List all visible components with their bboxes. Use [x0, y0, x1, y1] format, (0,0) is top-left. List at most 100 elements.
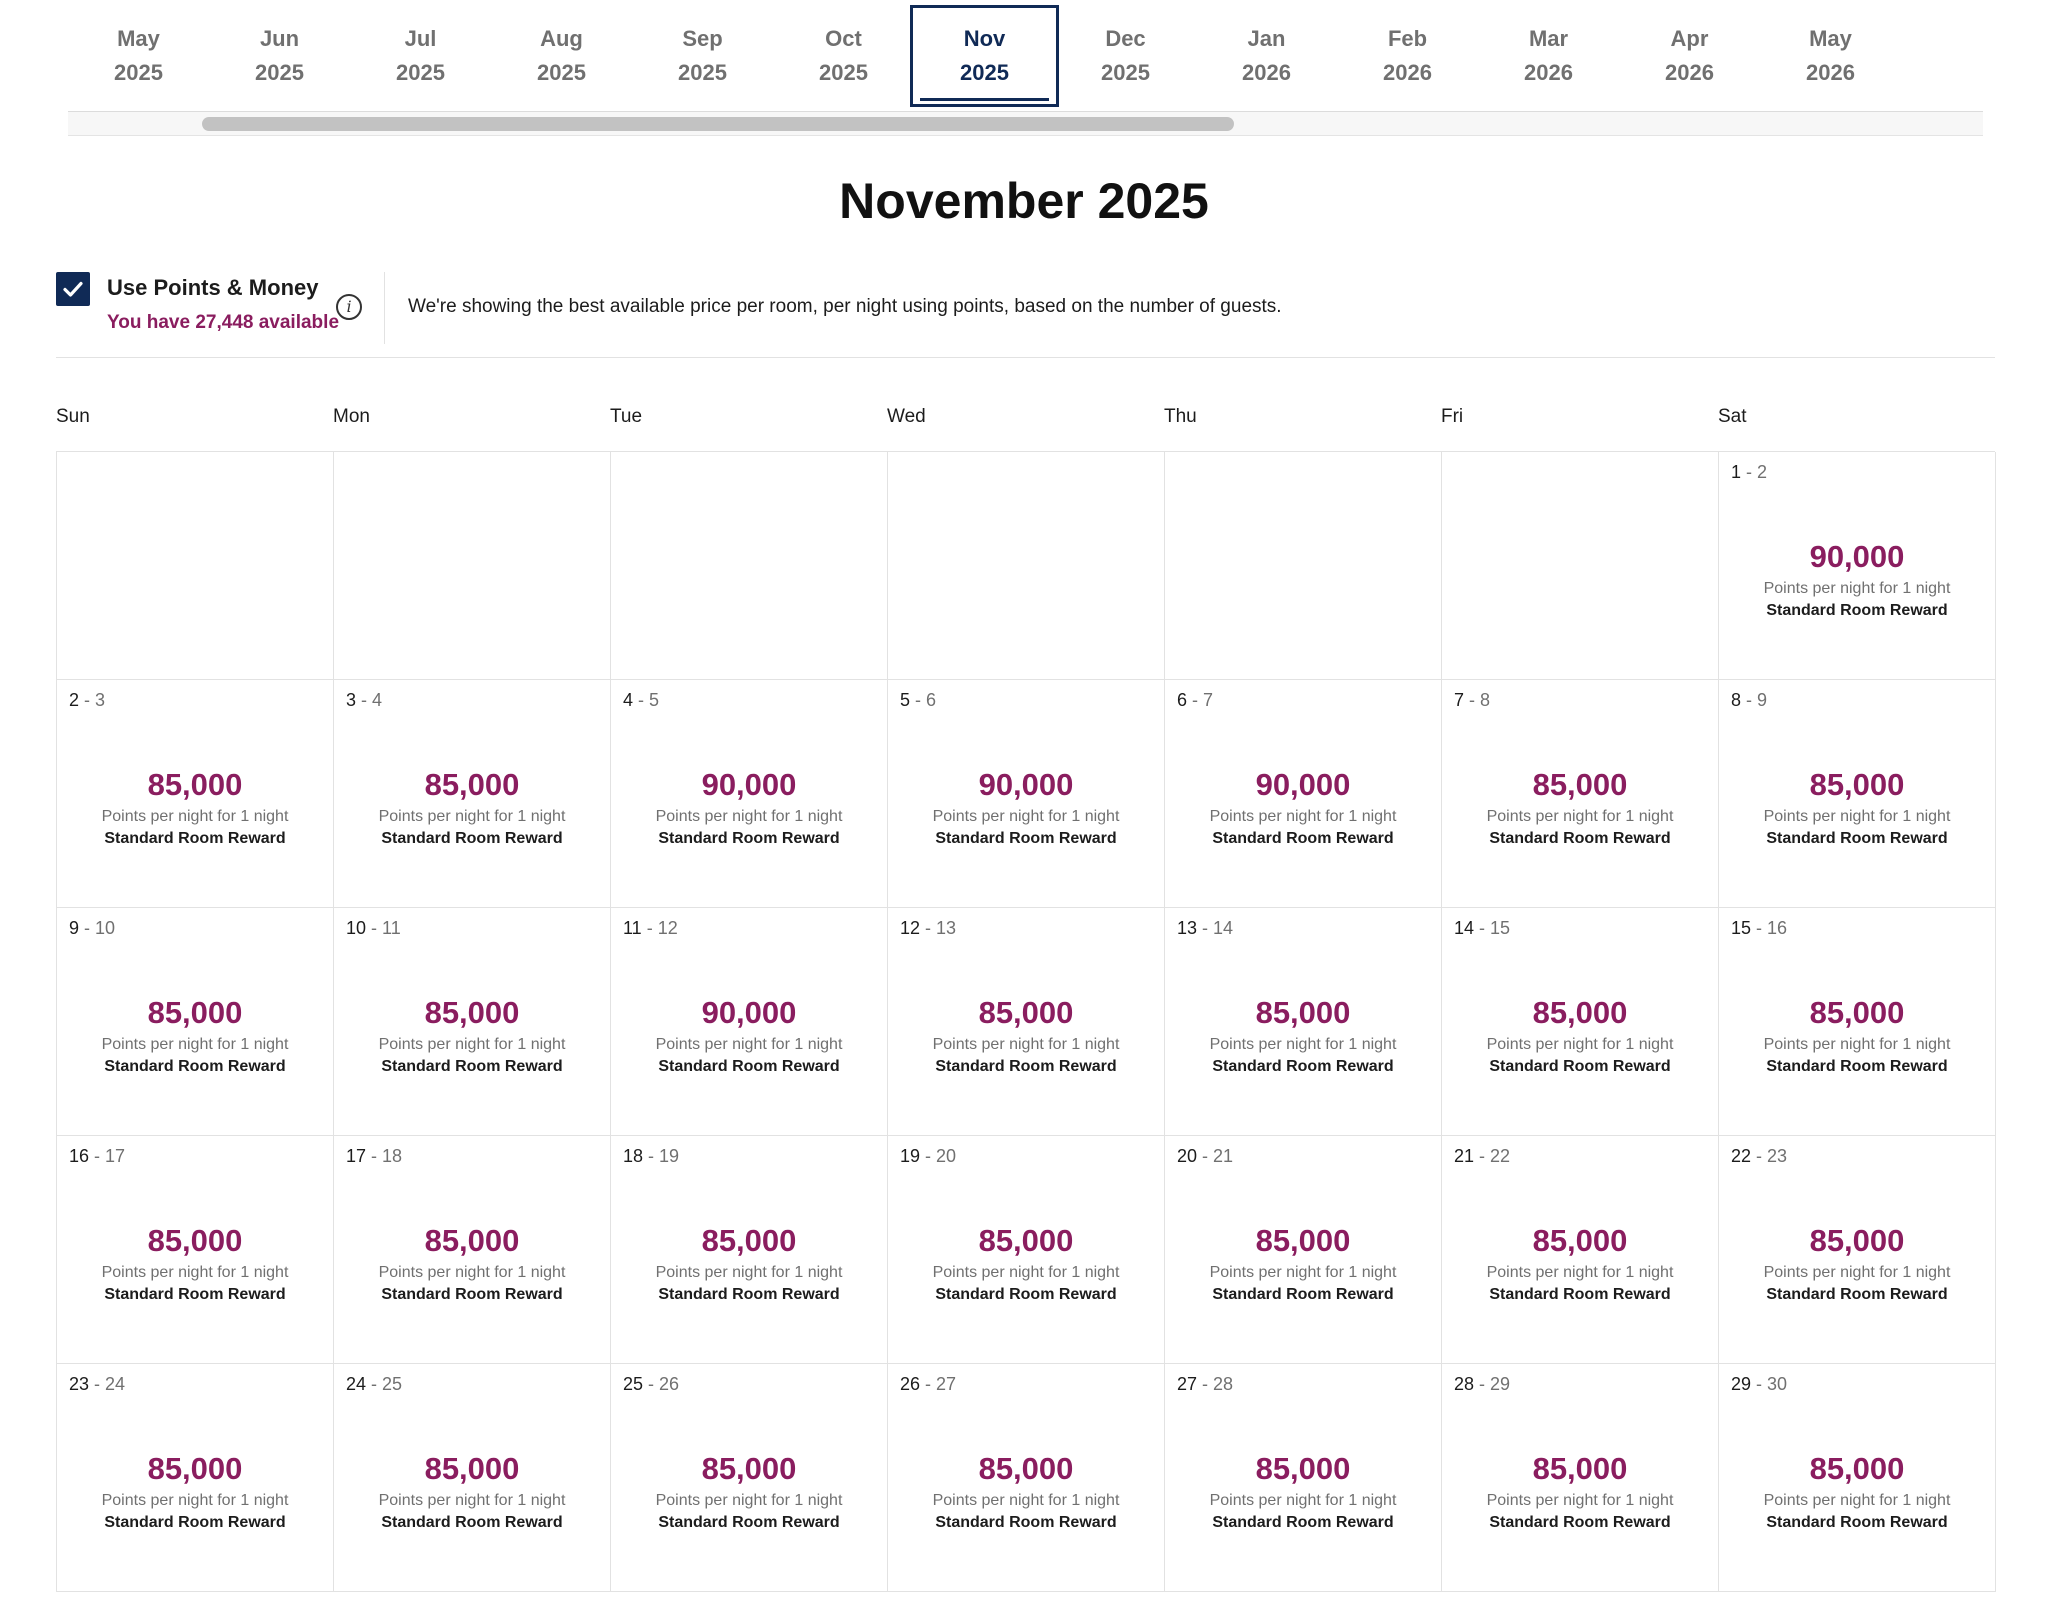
- points-per-night-label: Points per night for 1 night: [101, 808, 289, 825]
- month-tab-dec-2025[interactable]: Dec 2025: [1055, 0, 1196, 112]
- points-price: 85,000: [1255, 1451, 1351, 1486]
- date-separator: -: [89, 1374, 106, 1394]
- month-tab-apr-2026[interactable]: Apr 2026: [1619, 0, 1760, 112]
- day-cell-1-2[interactable]: 1 - 2 90,000 Points per night for 1 night S…: [1719, 452, 1996, 680]
- month-scrollbar-thumb[interactable]: [202, 117, 1234, 131]
- points-price: 85,000: [1255, 995, 1351, 1030]
- date-separator: -: [920, 918, 937, 938]
- date-range: 13 - 14: [1177, 918, 1233, 939]
- month-tab-aug-2025[interactable]: Aug 2025: [491, 0, 632, 112]
- month-tab-month: Mar: [1528, 26, 1569, 51]
- date-range: 3 - 4: [346, 690, 382, 711]
- month-tab-sep-2025[interactable]: Sep 2025: [632, 0, 773, 112]
- points-per-night-label: Points per night for 1 night: [1209, 1492, 1397, 1509]
- weekday-sun: Sun: [56, 406, 90, 427]
- date-to: 18: [382, 1146, 403, 1166]
- month-tab-jan-2026[interactable]: Jan 2026: [1196, 0, 1337, 112]
- month-tab-jul-2025[interactable]: Jul 2025: [350, 0, 491, 112]
- points-note: We're showing the best available price p…: [408, 296, 1282, 317]
- day-cell-8-9[interactable]: 8 - 9 85,000 Points per night for 1 night S…: [1719, 680, 1996, 908]
- month-tab-feb-2026[interactable]: Feb 2026: [1337, 0, 1478, 112]
- weekday-wed: Wed: [887, 406, 926, 427]
- day-cell-7-8[interactable]: 7 - 8 85,000 Points per night for 1 night S…: [1442, 680, 1719, 908]
- day-cell-13-14[interactable]: 13 - 14 85,000 Points per night for 1 nigh…: [1165, 908, 1442, 1136]
- month-scrollbar[interactable]: [68, 112, 1983, 136]
- month-tab-year: 2025: [255, 60, 304, 85]
- day-cell-24-25[interactable]: 24 - 25 85,000 Points per night for 1 nigh…: [334, 1364, 611, 1592]
- day-cell-22-23[interactable]: 22 - 23 85,000 Points per night for 1 nigh…: [1719, 1136, 1996, 1364]
- day-cell-10-11[interactable]: 10 - 11 85,000 Points per night for 1 nigh…: [334, 908, 611, 1136]
- date-to: 24: [105, 1374, 126, 1394]
- month-tab-mar-2026[interactable]: Mar 2026: [1478, 0, 1619, 112]
- month-tab-year: 2025: [1101, 60, 1150, 85]
- date-separator: -: [920, 1146, 937, 1166]
- points-per-night-label: Points per night for 1 night: [101, 1264, 289, 1281]
- reward-type: Standard Room Reward: [1212, 1058, 1394, 1075]
- day-cell-2-3[interactable]: 2 - 3 85,000 Points per night for 1 night S…: [57, 680, 334, 908]
- month-tab-oct-2025[interactable]: Oct 2025: [773, 0, 914, 112]
- date-separator: -: [366, 918, 383, 938]
- points-price: 85,000: [701, 1451, 797, 1486]
- weekday-fri: Fri: [1441, 406, 1464, 427]
- weekday-sat: Sat: [1718, 406, 1747, 427]
- calendar-grid: 1 - 2 90,000 Points per night for 1 night S…: [56, 451, 1996, 1592]
- day-cell-16-17[interactable]: 16 - 17 85,000 Points per night for 1 nigh…: [57, 1136, 334, 1364]
- price-block: 85,000 Points per night for 1 night Standa…: [1442, 1450, 1718, 1534]
- day-cell-11-12[interactable]: 11 - 12 90,000 Points per night for 1 nigh…: [611, 908, 888, 1136]
- day-cell-12-13[interactable]: 12 - 13 85,000 Points per night for 1 nigh…: [888, 908, 1165, 1136]
- month-tab-month: Nov: [963, 26, 1006, 51]
- month-tab-nov-2025[interactable]: Nov 2025: [910, 5, 1059, 107]
- date-from: 1: [1731, 462, 1742, 482]
- points-price: 85,000: [1809, 1223, 1905, 1258]
- points-price: 90,000: [701, 995, 797, 1030]
- date-from: 2: [69, 690, 80, 710]
- day-cell-25-26[interactable]: 25 - 26 85,000 Points per night for 1 nigh…: [611, 1364, 888, 1592]
- use-points-label[interactable]: Use Points & Money: [107, 275, 319, 300]
- points-price: 85,000: [1532, 1451, 1628, 1486]
- month-tab-jun-2025[interactable]: Jun 2025: [209, 0, 350, 112]
- day-cell-14-15[interactable]: 14 - 15 85,000 Points per night for 1 nigh…: [1442, 908, 1719, 1136]
- day-cell-4-5[interactable]: 4 - 5 90,000 Points per night for 1 night S…: [611, 680, 888, 908]
- reward-type: Standard Room Reward: [1489, 830, 1671, 847]
- day-cell-27-28[interactable]: 27 - 28 85,000 Points per night for 1 nigh…: [1165, 1364, 1442, 1592]
- date-from: 3: [346, 690, 357, 710]
- date-from: 29: [1731, 1374, 1752, 1394]
- month-tab-year: 2026: [1383, 60, 1432, 85]
- empty-day-cell: [57, 452, 334, 680]
- reward-type: Standard Room Reward: [1766, 1286, 1948, 1303]
- date-from: 10: [346, 918, 367, 938]
- month-tab-month: Jun: [259, 26, 300, 51]
- points-price: 90,000: [1809, 539, 1905, 574]
- month-tab-may-2025[interactable]: May 2025: [68, 0, 209, 112]
- date-separator: -: [641, 918, 658, 938]
- month-tab-year: 2025: [537, 60, 586, 85]
- date-to: 27: [936, 1374, 957, 1394]
- day-cell-23-24[interactable]: 23 - 24 85,000 Points per night for 1 nigh…: [57, 1364, 334, 1592]
- day-cell-19-20[interactable]: 19 - 20 85,000 Points per night for 1 nigh…: [888, 1136, 1165, 1364]
- day-cell-26-27[interactable]: 26 - 27 85,000 Points per night for 1 nigh…: [888, 1364, 1165, 1592]
- day-cell-28-29[interactable]: 28 - 29 85,000 Points per night for 1 nigh…: [1442, 1364, 1719, 1592]
- price-block: 85,000 Points per night for 1 night Standa…: [1442, 766, 1718, 850]
- day-cell-9-10[interactable]: 9 - 10 85,000 Points per night for 1 night…: [57, 908, 334, 1136]
- price-block: 85,000 Points per night for 1 night Standa…: [334, 1222, 610, 1306]
- month-tab-may-2026[interactable]: May 2026: [1760, 0, 1901, 112]
- use-points-checkbox[interactable]: [56, 272, 90, 306]
- day-cell-17-18[interactable]: 17 - 18 85,000 Points per night for 1 nigh…: [334, 1136, 611, 1364]
- date-range: 15 - 16: [1731, 918, 1787, 939]
- points-price: 85,000: [147, 1223, 243, 1258]
- date-from: 18: [623, 1146, 644, 1166]
- day-cell-18-19[interactable]: 18 - 19 85,000 Points per night for 1 nigh…: [611, 1136, 888, 1364]
- price-block: 85,000 Points per night for 1 night Standa…: [334, 1450, 610, 1534]
- weekday-header: Sun Mon Tue Wed Thu Fri Sat: [56, 406, 1995, 436]
- info-icon[interactable]: i: [336, 294, 362, 320]
- date-separator: -: [356, 690, 373, 710]
- day-cell-3-4[interactable]: 3 - 4 85,000 Points per night for 1 night S…: [334, 680, 611, 908]
- day-cell-15-16[interactable]: 15 - 16 85,000 Points per night for 1 nigh…: [1719, 908, 1996, 1136]
- day-cell-21-22[interactable]: 21 - 22 85,000 Points per night for 1 nigh…: [1442, 1136, 1719, 1364]
- day-cell-6-7[interactable]: 6 - 7 90,000 Points per night for 1 night S…: [1165, 680, 1442, 908]
- day-cell-29-30[interactable]: 29 - 30 85,000 Points per night for 1 nigh…: [1719, 1364, 1996, 1592]
- day-cell-5-6[interactable]: 5 - 6 90,000 Points per night for 1 night S…: [888, 680, 1165, 908]
- date-to: 26: [659, 1374, 680, 1394]
- weekday-thu: Thu: [1164, 406, 1197, 427]
- day-cell-20-21[interactable]: 20 - 21 85,000 Points per night for 1 nigh…: [1165, 1136, 1442, 1364]
